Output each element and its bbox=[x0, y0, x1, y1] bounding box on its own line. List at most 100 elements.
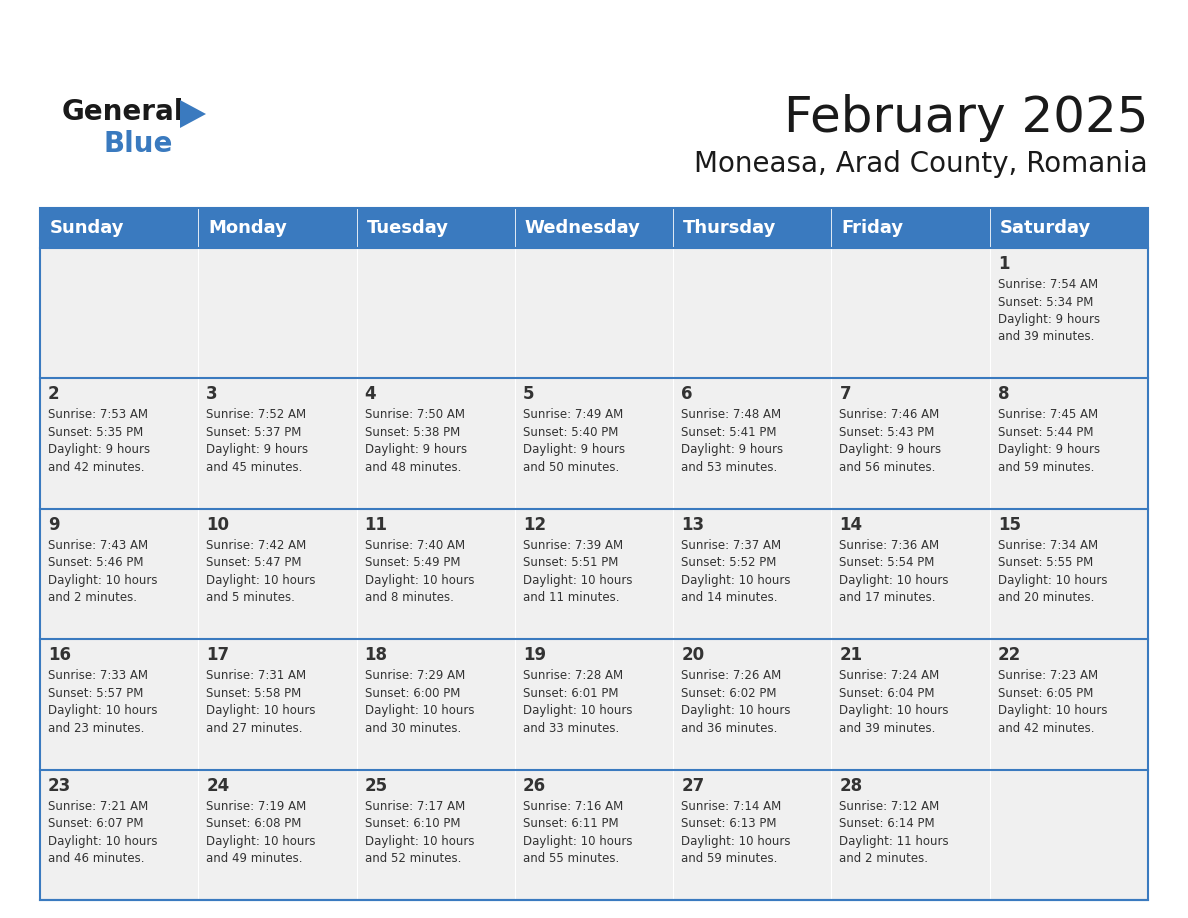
Text: and 17 minutes.: and 17 minutes. bbox=[840, 591, 936, 604]
Bar bbox=[514, 769, 674, 900]
Text: 17: 17 bbox=[207, 646, 229, 665]
Text: 8: 8 bbox=[998, 386, 1010, 403]
Text: Friday: Friday bbox=[841, 219, 904, 237]
Text: Daylight: 10 hours: Daylight: 10 hours bbox=[365, 834, 474, 847]
Bar bbox=[356, 378, 514, 509]
Text: and 42 minutes.: and 42 minutes. bbox=[998, 722, 1094, 734]
Text: Sunset: 6:11 PM: Sunset: 6:11 PM bbox=[523, 817, 619, 830]
Text: Sunset: 6:13 PM: Sunset: 6:13 PM bbox=[681, 817, 777, 830]
Text: 5: 5 bbox=[523, 386, 535, 403]
Text: and 2 minutes.: and 2 minutes. bbox=[840, 852, 929, 865]
Text: and 33 minutes.: and 33 minutes. bbox=[523, 722, 619, 734]
Text: Daylight: 10 hours: Daylight: 10 hours bbox=[998, 704, 1107, 717]
Bar bbox=[674, 378, 832, 509]
Text: Sunset: 5:54 PM: Sunset: 5:54 PM bbox=[840, 556, 935, 569]
Text: Sunrise: 7:50 AM: Sunrise: 7:50 AM bbox=[365, 409, 465, 421]
Text: Sunset: 5:47 PM: Sunset: 5:47 PM bbox=[207, 556, 302, 569]
Text: Sunrise: 7:19 AM: Sunrise: 7:19 AM bbox=[207, 800, 307, 812]
Text: Sunset: 5:41 PM: Sunset: 5:41 PM bbox=[681, 426, 777, 439]
Text: 25: 25 bbox=[365, 777, 387, 795]
Bar bbox=[832, 769, 990, 900]
Text: 27: 27 bbox=[681, 777, 704, 795]
Text: 3: 3 bbox=[207, 386, 217, 403]
Text: Daylight: 9 hours: Daylight: 9 hours bbox=[681, 443, 783, 456]
Text: and 2 minutes.: and 2 minutes. bbox=[48, 591, 137, 604]
Bar bbox=[40, 248, 198, 378]
Text: and 23 minutes.: and 23 minutes. bbox=[48, 722, 145, 734]
Text: 14: 14 bbox=[840, 516, 862, 533]
Text: and 39 minutes.: and 39 minutes. bbox=[998, 330, 1094, 343]
Text: Daylight: 10 hours: Daylight: 10 hours bbox=[523, 574, 632, 587]
Bar bbox=[514, 378, 674, 509]
Text: Daylight: 10 hours: Daylight: 10 hours bbox=[523, 834, 632, 847]
Bar bbox=[832, 509, 990, 639]
Text: Daylight: 10 hours: Daylight: 10 hours bbox=[523, 704, 632, 717]
Bar bbox=[674, 248, 832, 378]
Bar bbox=[356, 639, 514, 769]
Bar bbox=[40, 509, 198, 639]
Text: and 46 minutes.: and 46 minutes. bbox=[48, 852, 145, 865]
Bar bbox=[990, 509, 1148, 639]
Text: Daylight: 9 hours: Daylight: 9 hours bbox=[998, 443, 1100, 456]
Text: Daylight: 9 hours: Daylight: 9 hours bbox=[365, 443, 467, 456]
Polygon shape bbox=[181, 100, 206, 128]
Text: Daylight: 10 hours: Daylight: 10 hours bbox=[998, 574, 1107, 587]
Text: Sunrise: 7:49 AM: Sunrise: 7:49 AM bbox=[523, 409, 624, 421]
Text: Sunrise: 7:23 AM: Sunrise: 7:23 AM bbox=[998, 669, 1098, 682]
Text: Sunrise: 7:31 AM: Sunrise: 7:31 AM bbox=[207, 669, 307, 682]
Text: Sunset: 5:34 PM: Sunset: 5:34 PM bbox=[998, 296, 1093, 308]
Bar bbox=[198, 378, 356, 509]
Text: 12: 12 bbox=[523, 516, 546, 533]
Text: and 5 minutes.: and 5 minutes. bbox=[207, 591, 295, 604]
Text: Daylight: 10 hours: Daylight: 10 hours bbox=[840, 574, 949, 587]
Text: Sunrise: 7:39 AM: Sunrise: 7:39 AM bbox=[523, 539, 623, 552]
Text: Daylight: 10 hours: Daylight: 10 hours bbox=[681, 704, 791, 717]
Bar bbox=[198, 248, 356, 378]
Text: and 53 minutes.: and 53 minutes. bbox=[681, 461, 777, 474]
Text: Sunrise: 7:14 AM: Sunrise: 7:14 AM bbox=[681, 800, 782, 812]
Text: Daylight: 9 hours: Daylight: 9 hours bbox=[523, 443, 625, 456]
Text: 11: 11 bbox=[365, 516, 387, 533]
Text: 23: 23 bbox=[48, 777, 71, 795]
Text: and 49 minutes.: and 49 minutes. bbox=[207, 852, 303, 865]
Text: Sunset: 5:55 PM: Sunset: 5:55 PM bbox=[998, 556, 1093, 569]
Text: and 39 minutes.: and 39 minutes. bbox=[840, 722, 936, 734]
Bar bbox=[674, 509, 832, 639]
Text: and 20 minutes.: and 20 minutes. bbox=[998, 591, 1094, 604]
Bar bbox=[356, 769, 514, 900]
Text: Sunrise: 7:43 AM: Sunrise: 7:43 AM bbox=[48, 539, 148, 552]
Bar bbox=[40, 208, 1148, 900]
Text: and 55 minutes.: and 55 minutes. bbox=[523, 852, 619, 865]
Text: General: General bbox=[62, 98, 184, 126]
Text: and 48 minutes.: and 48 minutes. bbox=[365, 461, 461, 474]
Text: and 52 minutes.: and 52 minutes. bbox=[365, 852, 461, 865]
Text: Sunset: 5:57 PM: Sunset: 5:57 PM bbox=[48, 687, 144, 700]
Bar bbox=[198, 208, 356, 248]
Text: Sunrise: 7:34 AM: Sunrise: 7:34 AM bbox=[998, 539, 1098, 552]
Text: Monday: Monday bbox=[208, 219, 287, 237]
Text: Wednesday: Wednesday bbox=[525, 219, 640, 237]
Bar bbox=[514, 509, 674, 639]
Text: and 45 minutes.: and 45 minutes. bbox=[207, 461, 303, 474]
Text: and 59 minutes.: and 59 minutes. bbox=[998, 461, 1094, 474]
Text: Sunset: 6:01 PM: Sunset: 6:01 PM bbox=[523, 687, 619, 700]
Text: Sunrise: 7:28 AM: Sunrise: 7:28 AM bbox=[523, 669, 623, 682]
Text: 22: 22 bbox=[998, 646, 1020, 665]
Text: Moneasa, Arad County, Romania: Moneasa, Arad County, Romania bbox=[694, 150, 1148, 178]
Text: 21: 21 bbox=[840, 646, 862, 665]
Bar bbox=[990, 208, 1148, 248]
Text: Sunset: 6:07 PM: Sunset: 6:07 PM bbox=[48, 817, 144, 830]
Text: Sunset: 5:43 PM: Sunset: 5:43 PM bbox=[840, 426, 935, 439]
Text: and 30 minutes.: and 30 minutes. bbox=[365, 722, 461, 734]
Text: Sunset: 6:14 PM: Sunset: 6:14 PM bbox=[840, 817, 935, 830]
Text: Daylight: 10 hours: Daylight: 10 hours bbox=[48, 834, 158, 847]
Bar bbox=[990, 248, 1148, 378]
Text: Daylight: 11 hours: Daylight: 11 hours bbox=[840, 834, 949, 847]
Text: Sunrise: 7:52 AM: Sunrise: 7:52 AM bbox=[207, 409, 307, 421]
Text: and 11 minutes.: and 11 minutes. bbox=[523, 591, 619, 604]
Text: Daylight: 9 hours: Daylight: 9 hours bbox=[207, 443, 309, 456]
Bar bbox=[832, 378, 990, 509]
Bar bbox=[356, 208, 514, 248]
Text: Blue: Blue bbox=[105, 130, 173, 158]
Text: 20: 20 bbox=[681, 646, 704, 665]
